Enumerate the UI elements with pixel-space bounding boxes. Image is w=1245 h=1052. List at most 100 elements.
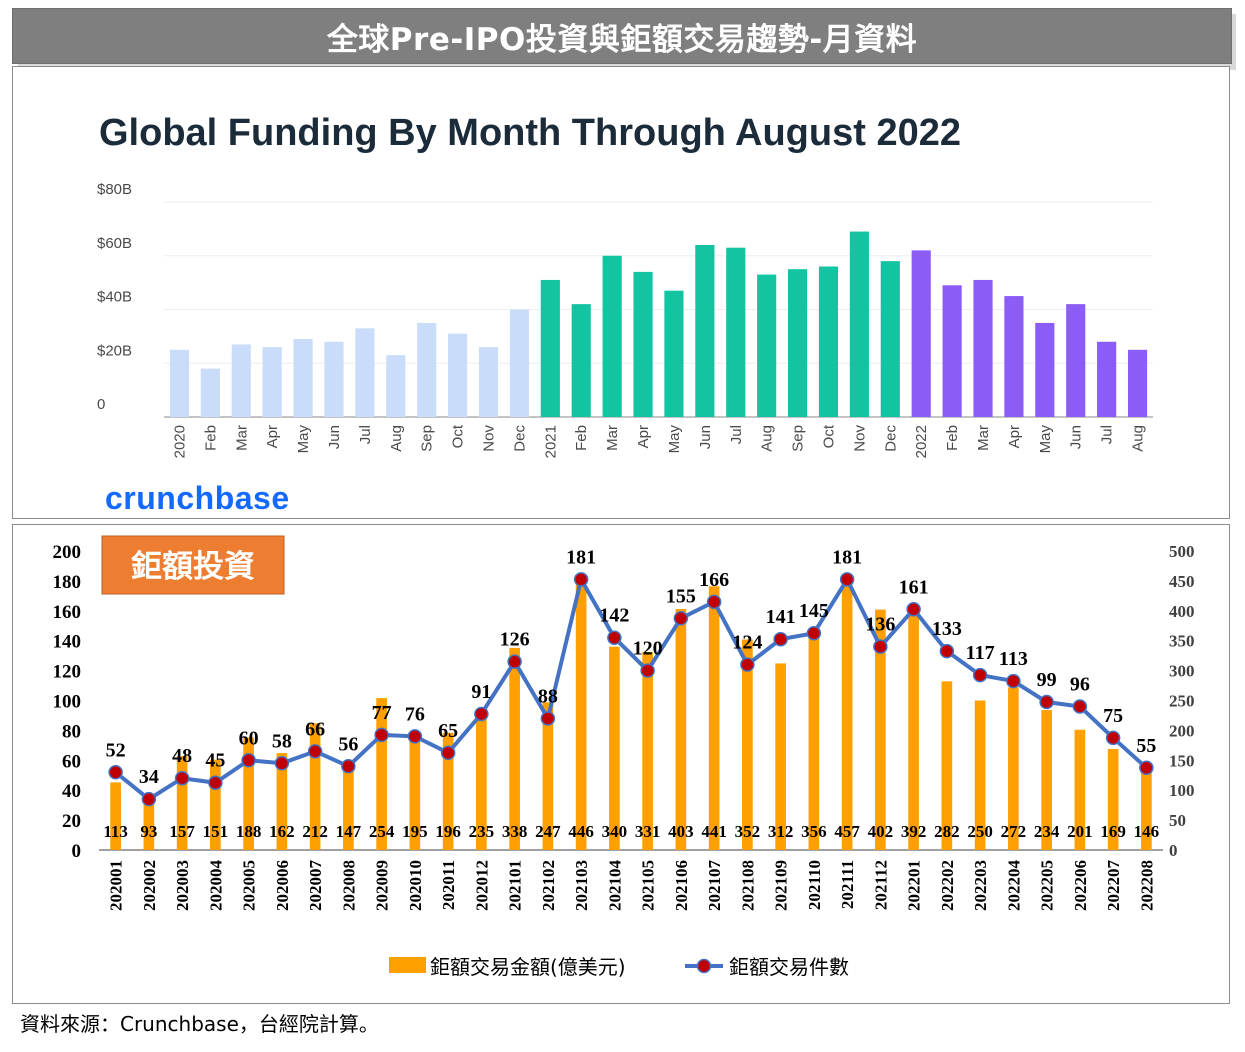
deal-count-label: 166 (699, 569, 729, 591)
x-category-label: 202012 (472, 860, 491, 911)
deal-count-marker (507, 654, 522, 669)
deal-count-marker (573, 572, 589, 587)
funding-bar (787, 269, 808, 417)
funding-bar (942, 285, 962, 417)
funding-bar (1004, 296, 1024, 417)
amount-label: 146 (1134, 822, 1160, 841)
x-tick-label: 2022 (913, 425, 930, 458)
deal-count-label: 65 (438, 720, 458, 742)
x-tick-label: Jun (1068, 425, 1085, 449)
amount-bar (642, 652, 653, 850)
x-tick-label: Sep (419, 425, 436, 452)
amount-bar (210, 759, 221, 850)
deal-count-label: 133 (932, 618, 962, 640)
deal-count-marker (341, 759, 356, 774)
deal-count-marker (740, 657, 755, 672)
deal-count-label: 161 (899, 576, 929, 598)
amount-label: 147 (336, 822, 362, 841)
left-axis-tick: 40 (62, 781, 81, 802)
x-tick-label: Nov (481, 425, 498, 452)
deal-count-marker (972, 667, 988, 683)
amount-label: 196 (435, 822, 461, 841)
amount-label: 113 (103, 822, 128, 841)
deal-count-marker (374, 727, 389, 743)
deal-count-marker (540, 711, 556, 726)
x-category-label: 202102 (539, 860, 558, 911)
amount-label: 312 (768, 822, 794, 841)
funding-bar (231, 344, 251, 417)
deal-count-label: 91 (471, 681, 491, 703)
funding-bar (973, 279, 993, 417)
x-category-label: 202104 (605, 860, 624, 912)
amount-bar (509, 647, 520, 850)
deal-count-label: 117 (966, 642, 995, 664)
x-tick-label: Jun (697, 425, 714, 449)
amount-label: 188 (236, 822, 262, 841)
deal-count-label: 75 (1103, 705, 1123, 727)
amount-bar (808, 637, 820, 850)
deal-count-label: 142 (599, 605, 629, 627)
amount-bar (309, 723, 321, 850)
amount-label: 282 (934, 822, 960, 841)
deal-count-marker (839, 572, 855, 587)
deal-count-label: 181 (566, 546, 596, 568)
deal-count-label: 145 (799, 600, 829, 622)
x-category-label: 202201 (905, 860, 924, 911)
x-category-label: 202001 (107, 860, 126, 911)
amount-label: 403 (668, 822, 694, 841)
amount-label: 212 (302, 822, 328, 841)
x-tick-label: Apr (1006, 425, 1023, 448)
amount-bar (609, 646, 620, 850)
x-tick-label: May (666, 425, 683, 454)
amount-label: 254 (369, 822, 395, 841)
funding-bar (1097, 341, 1117, 417)
deal-count-marker (1039, 694, 1054, 710)
deal-count-marker (939, 643, 955, 659)
right-axis-tick: 300 (1169, 662, 1195, 681)
banner-title: 全球Pre-IPO投資與鉅額交易趨勢-月資料 (326, 21, 918, 58)
x-category-label: 202206 (1071, 860, 1090, 911)
funding-bar (726, 247, 746, 417)
crunchbase-logo: crunchbase (105, 480, 290, 516)
amount-bar (1008, 687, 1019, 850)
right-axis-tick: 0 (1169, 841, 1178, 860)
amount-bar (974, 700, 986, 850)
x-tick-label: Apr (635, 425, 652, 448)
x-tick-label: Mar (233, 425, 250, 451)
y-tick-label: $40B (97, 289, 132, 306)
deal-count-marker (773, 631, 788, 647)
funding-bar (478, 347, 499, 417)
x-tick-label: Jul (1099, 425, 1116, 444)
x-category-label: 202112 (871, 860, 890, 910)
deal-count-marker (1139, 760, 1154, 776)
deal-count-marker (1105, 730, 1121, 746)
deal-count-marker (1006, 673, 1021, 689)
deal-count-marker (407, 729, 423, 744)
left-axis-tick: 180 (53, 572, 82, 593)
x-category-label: 202111 (838, 860, 857, 909)
legend-bar-label: 鉅額交易金額(億美元) (430, 955, 626, 979)
funding-bar (540, 279, 560, 417)
funding-bar (509, 309, 530, 417)
amount-label: 331 (635, 822, 661, 841)
deal-count-label: 45 (205, 750, 225, 772)
amount-label: 356 (801, 822, 827, 841)
x-tick-label: Feb (202, 425, 219, 451)
y-tick-label: $80B (97, 181, 132, 198)
amount-bar (409, 733, 421, 850)
left-axis-tick: 100 (53, 692, 82, 713)
funding-bar (324, 341, 344, 417)
funding-bar (695, 245, 715, 417)
funding-bar (448, 333, 468, 417)
amount-bar (143, 794, 155, 850)
amount-bar (376, 698, 387, 850)
x-tick-label: Mar (604, 425, 621, 451)
x-tick-label: Aug (388, 425, 405, 452)
badge-label: 鉅額投資 (131, 549, 255, 585)
left-axis-tick: 200 (53, 542, 82, 563)
deal-count-label: 181 (832, 546, 862, 568)
deal-count-marker (241, 753, 256, 768)
x-tick-label: Aug (1130, 425, 1147, 452)
funding-bar (571, 304, 591, 417)
badge-background (101, 535, 285, 595)
